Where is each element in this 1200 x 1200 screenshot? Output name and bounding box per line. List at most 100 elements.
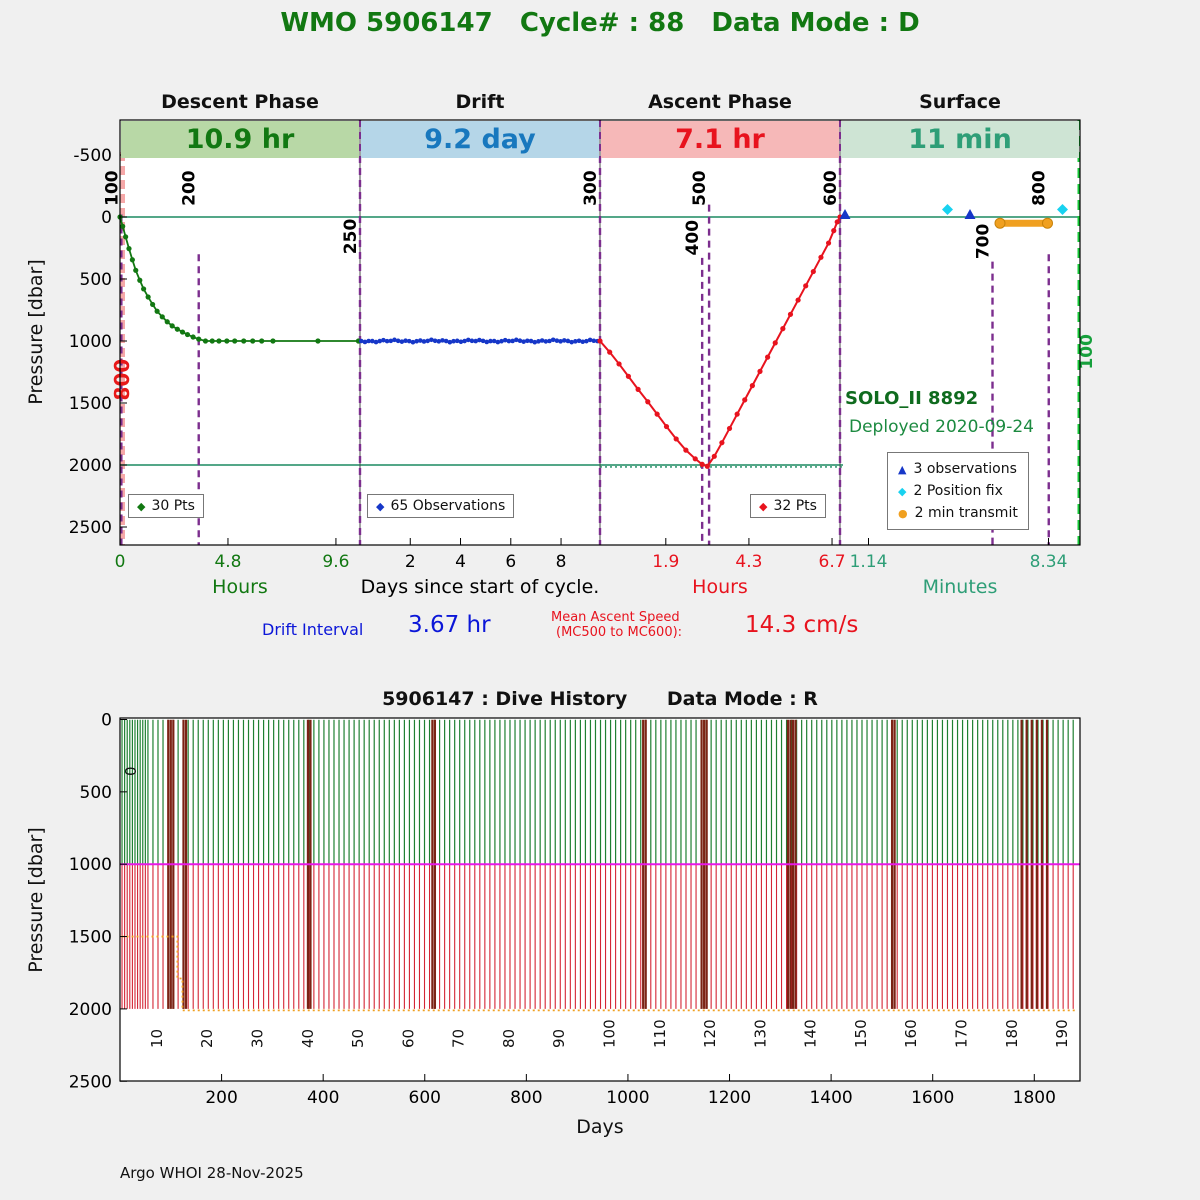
y-tick-label: -500 — [73, 146, 112, 166]
x-tick-label: 1.9 — [652, 552, 679, 572]
ascent-point — [711, 453, 717, 459]
drift-point — [513, 337, 519, 343]
drift-point — [547, 338, 552, 344]
drift-point — [525, 338, 530, 344]
ascent-point — [780, 326, 786, 332]
drift-point — [584, 338, 589, 344]
x-tick-label: 9.6 — [322, 552, 349, 572]
drift-point — [406, 338, 412, 344]
x-tick-label: 8.34 — [1030, 552, 1068, 572]
descent-point — [120, 223, 126, 229]
phase-header-ascent: Ascent Phase — [648, 91, 792, 113]
diamond-marker-icon: ◆ — [898, 484, 907, 498]
x-tick-label: 600 — [409, 1088, 441, 1108]
diamond-marker-icon: ◆ — [137, 499, 146, 513]
mc-label-800: 800 — [1030, 170, 1050, 206]
ascent-point — [625, 373, 631, 379]
descent-point — [232, 338, 238, 344]
drift-point — [366, 338, 371, 344]
ascent-point — [726, 425, 733, 432]
cycle-number-label: 100 — [601, 1019, 619, 1048]
descent-point — [224, 338, 230, 344]
drift-point — [528, 338, 534, 344]
descent-point — [145, 294, 151, 300]
axis-label-ascent-hours: Hours — [692, 576, 748, 598]
y-axis-label-top: Pressure [dbar] — [25, 259, 47, 405]
ascent-point — [597, 338, 603, 344]
ascent-point — [834, 219, 840, 225]
y-tick-label: 1000 — [69, 855, 112, 875]
x-tick-label: 1600 — [911, 1088, 954, 1108]
ascent-point — [607, 349, 613, 355]
phase-header-drift: Drift — [455, 91, 505, 113]
park-pressure-label: 800 — [110, 359, 134, 401]
ascent-point — [795, 297, 801, 303]
drift-point — [495, 339, 501, 345]
descent-point — [137, 277, 143, 283]
ascent-point — [616, 361, 622, 367]
axis-label-descent-hours: Hours — [212, 576, 268, 598]
observation-triangle — [964, 209, 976, 220]
drift-point — [499, 338, 504, 344]
drift-point — [469, 338, 475, 344]
y-tick-label: 500 — [80, 783, 112, 803]
cycle-number-label: 40 — [299, 1029, 317, 1048]
ascent-point — [719, 440, 725, 446]
ascent-point — [645, 399, 651, 405]
drift-point — [462, 338, 467, 344]
cycle-number-label: 130 — [751, 1019, 769, 1048]
x-tick-label: 6.7 — [819, 552, 846, 572]
x-tick-label: 400 — [307, 1088, 339, 1108]
banner-ascent-duration: 7.1 hr — [601, 121, 839, 158]
drift-point — [454, 338, 460, 344]
descent-point — [129, 257, 135, 263]
descent-point — [190, 334, 196, 340]
banner-drift-duration: 9.2 day — [361, 121, 599, 158]
drift-point — [384, 338, 390, 344]
cycle-number-label: 110 — [651, 1019, 669, 1048]
y-tick-label: 0 — [101, 711, 112, 731]
drift-point — [565, 338, 571, 344]
mc-label-400: 400 — [683, 220, 703, 256]
drift-point — [436, 339, 442, 344]
descent-point — [184, 331, 191, 338]
drift-point — [410, 339, 416, 345]
ascent-point — [749, 383, 755, 389]
drift-point — [373, 339, 379, 345]
diamond-marker-icon: ◆ — [759, 499, 768, 513]
descent-point — [196, 336, 202, 342]
circle-marker-icon: ● — [898, 506, 908, 520]
drift-point — [403, 338, 408, 344]
y-tick-label: 2500 — [69, 518, 112, 538]
drift-point — [484, 339, 490, 345]
ascent-point — [683, 447, 689, 453]
descent-point — [241, 338, 247, 344]
axis-label-surface-minutes: Minutes — [922, 576, 998, 598]
mc-label-250: 250 — [341, 219, 361, 255]
drift-point — [388, 338, 394, 344]
drift-point — [550, 337, 556, 343]
triangle-marker-icon: ▲ — [898, 462, 907, 476]
ascent-point — [704, 463, 710, 469]
drift-point — [362, 339, 368, 345]
ascent-point — [765, 354, 771, 360]
x-tick-label: 4.3 — [735, 552, 762, 572]
drift-point — [477, 337, 482, 343]
cycle-number-label: 150 — [852, 1019, 870, 1048]
drift-point — [418, 338, 423, 343]
next-cycle-label: 100 — [1077, 334, 1097, 370]
drift-point — [517, 338, 523, 344]
drift-point — [447, 339, 453, 345]
top-plot-frame — [119, 119, 1081, 546]
ascent-point — [673, 436, 679, 442]
mc-label-600: 600 — [821, 170, 841, 206]
x-tick-label: 1400 — [809, 1088, 852, 1108]
ascent-point — [810, 268, 816, 275]
cycle-number-label: 140 — [802, 1019, 820, 1048]
position-fix-diamond — [942, 204, 953, 216]
descent-point — [123, 234, 129, 240]
ascent-point — [825, 240, 832, 246]
deployed-date-annotation: Deployed 2020-09-24 — [849, 417, 1034, 437]
legend-position-fix-label: 2 Position fix — [913, 483, 1003, 499]
